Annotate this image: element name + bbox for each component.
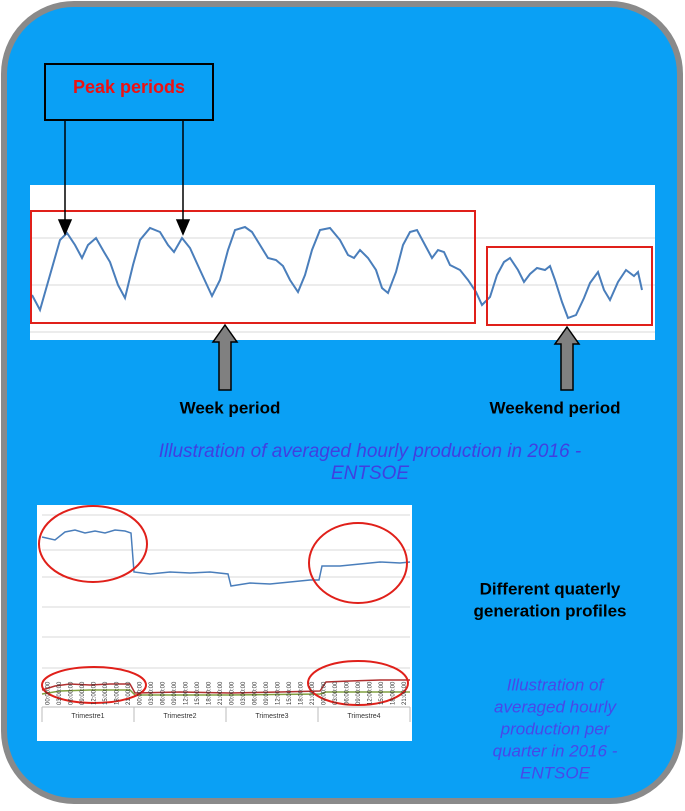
time-label: 09:00:00 [172,681,178,705]
quarter-chart-panel [37,505,412,741]
time-label: 03:00:00 [333,681,339,705]
highlight-ellipses [38,505,409,706]
time-label: 21:00:00 [126,681,132,705]
time-label: 18:00:00 [390,681,396,705]
time-label: 00:00:00 [229,681,235,705]
peak-box [44,63,214,121]
quarter-label: Trimestre1 [71,713,104,720]
time-label: 00:00:00 [137,681,143,705]
week-arrow [211,323,239,391]
hourly-curve [31,225,643,320]
time-label: 06:00:00 [252,681,258,705]
time-label: 18:00:00 [206,681,212,705]
time-label: 15:00:00 [195,681,201,705]
time-label: 15:00:00 [379,681,385,705]
time-label: 00:00:00 [321,681,327,705]
time-label: 06:00:00 [68,681,74,705]
profiles-note: Different quaterly [480,579,621,598]
time-label: 21:00:00 [402,681,408,705]
quarter-axis: 00:00:00 03:00:00 06:00:00 09:00:00 12:00:00… [41,681,411,722]
time-label: 12:00:00 [275,681,281,705]
time-label: 03:00:00 [149,681,155,705]
time-label: 00:00:00 [45,681,51,705]
time-label: 12:00:00 [367,681,373,705]
quarter-label: Trimestre3 [255,713,288,720]
time-label: 21:00:00 [218,681,224,705]
time-label: 03:00:00 [241,681,247,705]
hourly-grid [30,237,655,333]
peak-arrows [57,120,191,236]
time-label: 12:00:00 [91,681,97,705]
profiles-note: generation profiles [473,601,626,620]
quarter-label: Trimestre2 [163,713,196,720]
quarter-caption: ENTSOE [520,763,591,782]
time-label: 12:00:00 [183,681,189,705]
week-box [30,210,476,324]
quarter-caption: averaged hourly [494,697,617,716]
time-label: 09:00:00 [80,681,86,705]
time-label: 15:00:00 [103,681,109,705]
time-label: 21:00:00 [310,681,316,705]
weekend-label: Weekend period [490,398,621,417]
time-label: 09:00:00 [264,681,270,705]
hourly-caption: Illustration of averaged hourly producti… [159,441,581,462]
time-label: 06:00:00 [344,681,350,705]
quarter-caption: Illustration of [507,675,606,694]
quarter-curve [41,689,410,696]
time-label: 15:00:00 [287,681,293,705]
weekend-box [486,246,653,326]
time-label: 03:00:00 [57,681,63,705]
quarter-label: Trimestre4 [347,713,380,720]
time-label: 18:00:00 [298,681,304,705]
weekend-arrow [553,325,581,391]
hourly-caption: ENTSOE [331,463,409,484]
quarter-curve [41,529,411,587]
quarter-caption: production per [500,719,611,738]
quarter-curve [41,679,410,694]
time-label: 09:00:00 [356,681,362,705]
week-label: Week period [180,398,281,417]
peak-label: Peak periods [73,77,185,97]
hourly-chart-panel [30,185,655,340]
time-label: 06:00:00 [160,681,166,705]
time-label: 18:00:00 [114,681,120,705]
quarter-caption: quarter in 2016 - [493,741,618,760]
